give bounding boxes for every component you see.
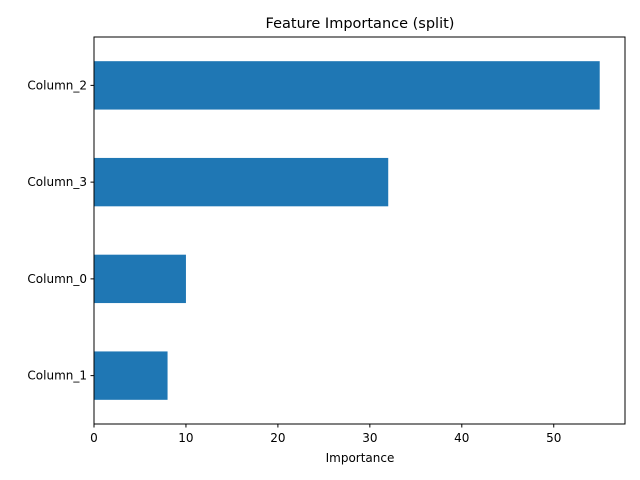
x-axis-ticks: 0 10 20 30 40 50 — [90, 424, 561, 445]
x-tick-label: 0 — [90, 431, 98, 445]
bar-column-2 — [94, 61, 600, 110]
bars-group — [94, 61, 600, 400]
bar-column-3 — [94, 157, 389, 207]
y-axis-ticks: Column_2 Column_3 Column_0 Column_1 — [27, 78, 94, 383]
y-tick-label: Column_1 — [27, 369, 87, 383]
x-axis-label: Importance — [326, 451, 395, 465]
bar-column-0 — [94, 254, 186, 304]
y-tick-label: Column_0 — [27, 272, 87, 286]
x-tick-label: 20 — [270, 431, 285, 445]
chart-title: Feature Importance (split) — [266, 16, 455, 32]
axes-frame — [93, 36, 626, 425]
x-tick-label: 50 — [546, 431, 561, 445]
x-tick-label: 40 — [454, 431, 469, 445]
x-tick-label: 10 — [178, 431, 193, 445]
y-tick-label: Column_2 — [27, 78, 87, 92]
x-tick-label: 30 — [362, 431, 377, 445]
bar-column-1 — [94, 351, 168, 400]
y-tick-label: Column_3 — [27, 175, 87, 189]
